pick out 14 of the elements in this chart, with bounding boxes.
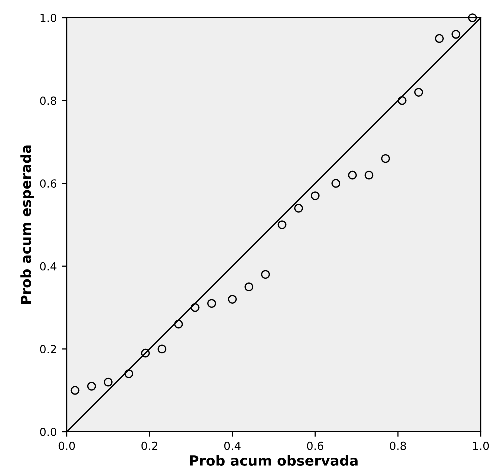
x-tick-label: 0.4 — [224, 442, 241, 450]
x-axis-title: Prob acum observada — [190, 455, 358, 466]
y-tick-label: 0.6 — [40, 180, 57, 188]
x-tick-label: 0.8 — [390, 442, 406, 450]
y-axis-title: Prob acum esperada — [20, 146, 34, 304]
x-tick-label: 1.0 — [473, 442, 490, 450]
y-tick-label: 0.8 — [40, 96, 57, 106]
y-tick-label: 0.4 — [40, 262, 57, 271]
y-tick-label: 1.0 — [40, 14, 57, 22]
y-tick-label: 0.0 — [40, 428, 57, 436]
x-tick-label: 0.2 — [142, 442, 158, 450]
x-tick-label: 0.6 — [307, 442, 324, 450]
y-tick-label: 0.2 — [40, 345, 56, 354]
x-tick-label: 0.0 — [58, 442, 76, 450]
